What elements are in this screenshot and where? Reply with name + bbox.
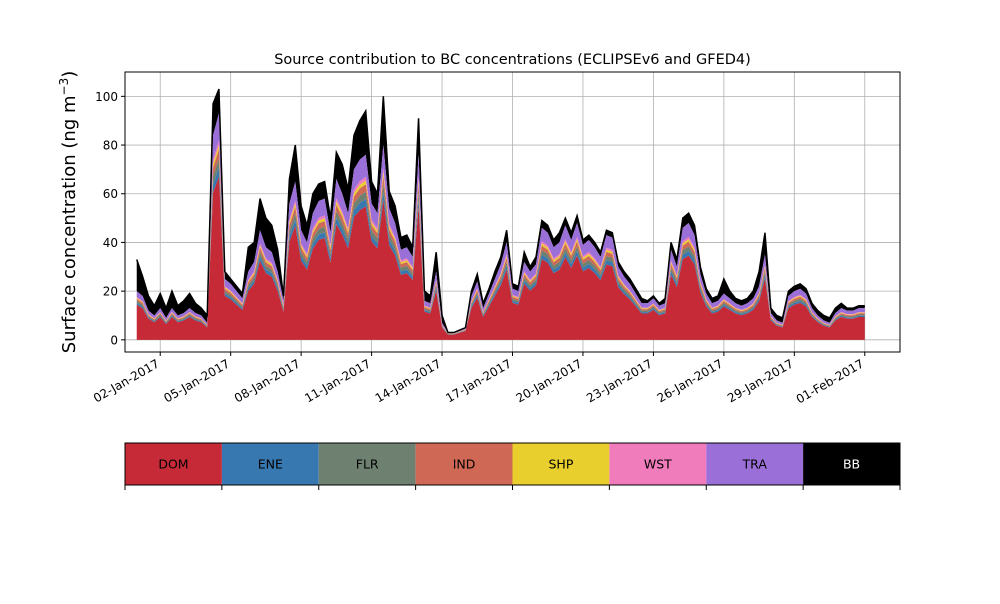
legend-swatch-dom: [125, 443, 222, 485]
x-tick-label: 17-Jan-2017: [443, 356, 514, 405]
y-tick-label: 80: [103, 139, 118, 153]
legend-swatch-bb: [803, 443, 900, 485]
legend-label-bb: BB: [843, 457, 860, 472]
x-tick-label: 08-Jan-2017: [232, 356, 303, 405]
x-tick-label: 20-Jan-2017: [514, 356, 585, 405]
legend-colorbar: DOM ENE FLR IND SHP WST TRA BB: [124, 442, 901, 490]
x-tick-label: 11-Jan-2017: [302, 356, 373, 405]
legend-swatch-tra: [706, 443, 804, 485]
x-tick-label: 23-Jan-2017: [584, 356, 655, 405]
legend-label-shp: SHP: [549, 457, 574, 472]
x-tick-label: 26-Jan-2017: [655, 356, 726, 405]
y-tick-label: 60: [103, 187, 118, 201]
legend-label-flr: FLR: [356, 457, 379, 472]
legend-swatch-ene: [221, 443, 319, 485]
chart-title: Source contribution to BC concentrations…: [274, 52, 751, 68]
legend-label-ene: ENE: [258, 457, 283, 472]
legend-swatch-ind: [415, 443, 513, 485]
legend-label-dom: DOM: [158, 457, 188, 472]
y-tick-label: 20: [103, 285, 118, 299]
total-line: [136, 88, 865, 334]
y-tick-label: 40: [103, 236, 118, 250]
legend-swatch-shp: [512, 443, 610, 485]
legend-label-wst: WST: [644, 457, 672, 472]
y-tick-label: 100: [95, 90, 118, 104]
x-tick-label: 02-Jan-2017: [91, 356, 162, 405]
legend-label-ind: IND: [453, 457, 476, 472]
legend-swatch-flr: [318, 443, 416, 485]
x-tick-label: 01-Feb-2017: [794, 356, 867, 406]
x-tick-label: 05-Jan-2017: [161, 356, 232, 405]
y-tick-label: 0: [110, 333, 118, 347]
x-tick-label: 29-Jan-2017: [725, 356, 796, 405]
area-DOM: [136, 176, 865, 340]
y-axis-label: Surface concentration (ng m−3): [57, 71, 80, 354]
legend-label-tra: TRA: [742, 457, 768, 472]
x-tick-label: 14-Jan-2017: [373, 356, 444, 405]
stacked-areas: [136, 88, 865, 340]
legend-swatch-wst: [609, 443, 707, 485]
